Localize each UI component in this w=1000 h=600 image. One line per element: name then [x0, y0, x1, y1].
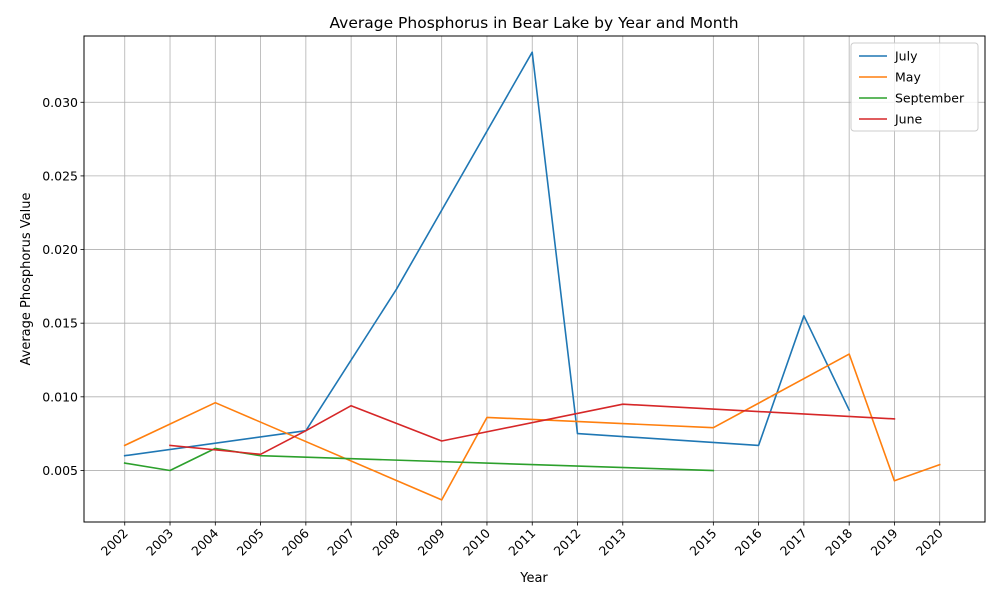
y-tick-label: 0.020 — [42, 242, 78, 257]
y-tick-label: 0.010 — [42, 389, 78, 404]
y-tick-label: 0.005 — [42, 463, 78, 478]
legend-label-june: June — [894, 112, 923, 127]
y-axis-ticks: 0.005 0.010 0.015 0.020 0.025 0.030 — [42, 95, 84, 478]
series-line-may — [123, 353, 941, 501]
series-line-september — [123, 447, 715, 472]
series-line-july — [123, 51, 851, 457]
series-lines — [123, 51, 941, 501]
chart-title: Average Phosphorus in Bear Lake by Year … — [329, 14, 738, 32]
legend-box — [850, 42, 979, 132]
y-axis-label: Average Phosphorus Value — [19, 193, 34, 366]
x-axis-label: Year — [519, 571, 548, 586]
y-tick-label: 0.025 — [42, 168, 78, 183]
plot-area-frame — [83, 35, 986, 523]
y-tick-label: 0.030 — [42, 95, 78, 110]
legend-entries: July May September June — [859, 49, 965, 127]
y-tick-label: 0.015 — [42, 316, 78, 331]
legend-label-may: May — [895, 70, 921, 85]
legend-label-september: September — [895, 91, 965, 106]
series-line-june — [169, 403, 896, 456]
legend: July May September June — [850, 42, 979, 132]
legend-label-july: July — [894, 49, 918, 64]
